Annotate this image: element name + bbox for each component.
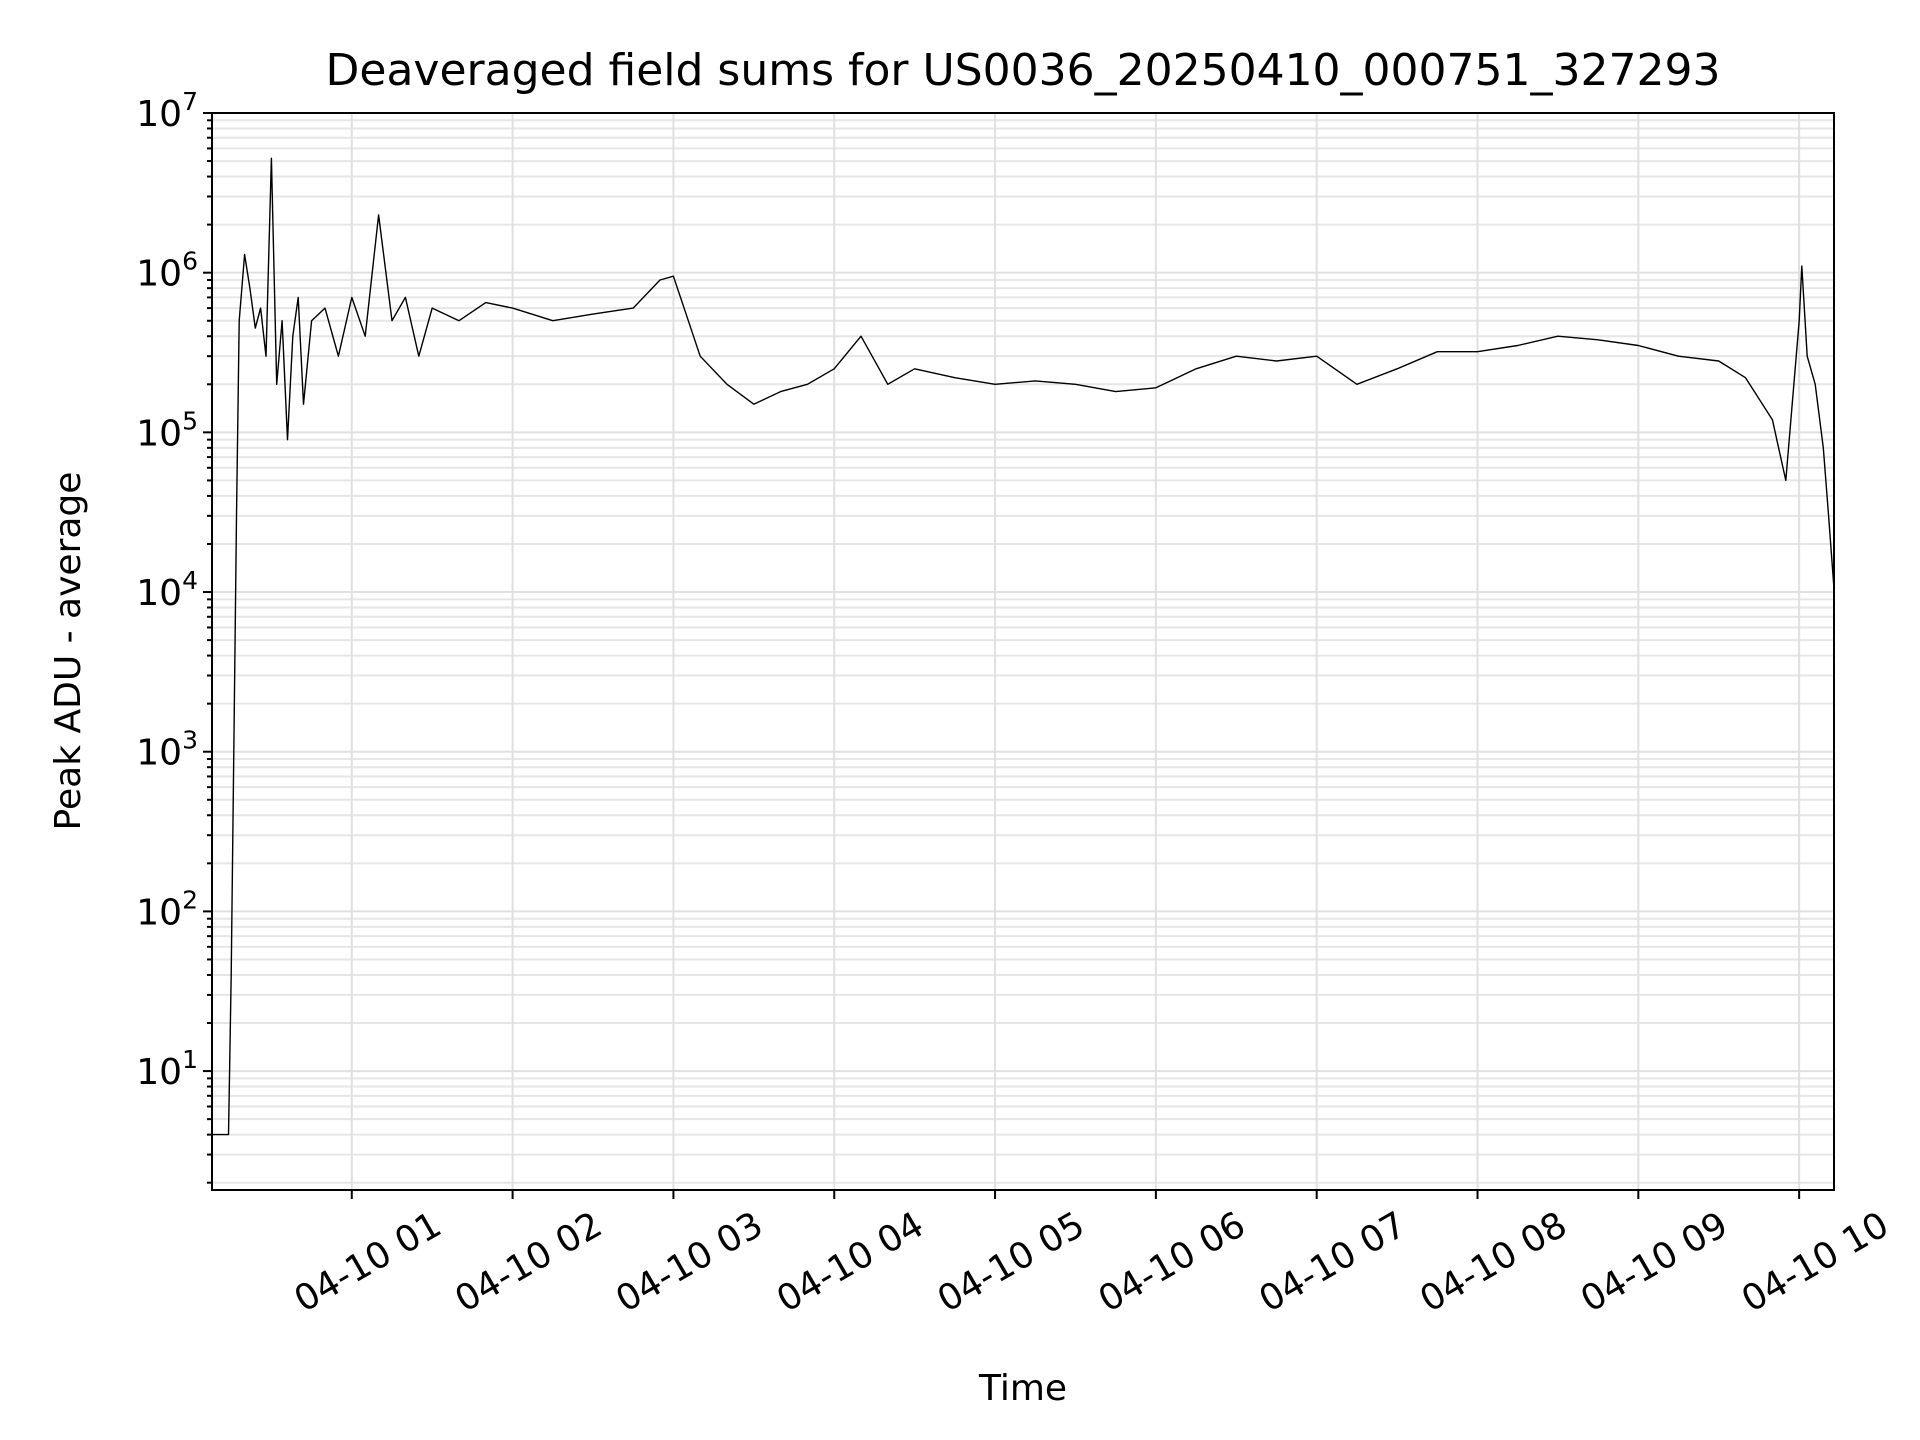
y-tick-label: 105 xyxy=(136,406,198,454)
x-tick-label: 04-10 06 xyxy=(1092,1204,1253,1320)
x-tick-label: 04-10 05 xyxy=(931,1204,1092,1320)
x-tick-label: 04-10 08 xyxy=(1413,1204,1574,1320)
y-axis-label: Peak ADU - average xyxy=(48,472,89,831)
x-tick-label: 04-10 09 xyxy=(1574,1204,1735,1320)
x-axis-label: Time xyxy=(978,1368,1067,1409)
series-line-0 xyxy=(212,157,1835,1136)
y-tick-label: 102 xyxy=(136,885,198,933)
y-tick-label: 106 xyxy=(136,247,198,295)
x-axis-ticks: 04-10 01 04-10 02 04-10 03 04-10 04 04-10 05… xyxy=(288,1190,1896,1321)
y-tick-label: 107 xyxy=(136,87,198,135)
plot-frame xyxy=(211,112,1835,1191)
grid-minor xyxy=(212,119,1834,1184)
y-axis-ticks: 101 102 103 104 105 106 107 xyxy=(136,87,212,1184)
y-tick-label: 104 xyxy=(136,566,198,614)
x-tick-label: 04-10 10 xyxy=(1735,1204,1896,1320)
x-tick-label: 04-10 01 xyxy=(288,1204,449,1320)
y-tick-label: 103 xyxy=(136,726,198,774)
series-layer xyxy=(212,157,1835,1136)
x-tick-label: 04-10 02 xyxy=(448,1204,609,1320)
x-tick-label: 04-10 04 xyxy=(770,1204,931,1320)
y-tick-label: 101 xyxy=(136,1045,198,1093)
chart-title: Deaveraged field sums for US0036_2025041… xyxy=(326,45,1721,96)
x-tick-label: 04-10 03 xyxy=(609,1204,770,1320)
x-tick-label: 04-10 07 xyxy=(1253,1204,1414,1320)
grid-major xyxy=(212,112,1834,1190)
